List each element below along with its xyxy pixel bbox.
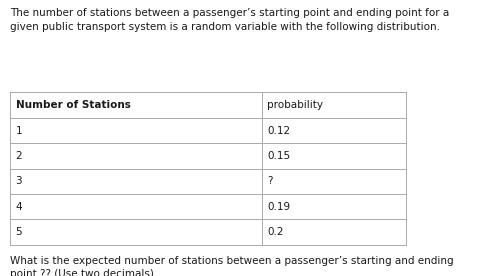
Text: 0.2: 0.2 <box>267 227 284 237</box>
Text: 4: 4 <box>16 202 22 212</box>
Text: probability: probability <box>267 100 323 110</box>
Text: ?: ? <box>267 176 272 186</box>
Text: Number of Stations: Number of Stations <box>16 100 130 110</box>
Text: 5: 5 <box>16 227 22 237</box>
Text: 0.19: 0.19 <box>267 202 290 212</box>
Text: What is the expected number of stations between a passenger’s starting and endin: What is the expected number of stations … <box>10 256 452 276</box>
Text: 0.15: 0.15 <box>267 151 290 161</box>
Text: The number of stations between a passenger’s starting point and ending point for: The number of stations between a passeng… <box>10 8 448 32</box>
Text: 2: 2 <box>16 151 22 161</box>
Text: 1: 1 <box>16 126 22 136</box>
Text: 3: 3 <box>16 176 22 186</box>
Text: 0.12: 0.12 <box>267 126 290 136</box>
